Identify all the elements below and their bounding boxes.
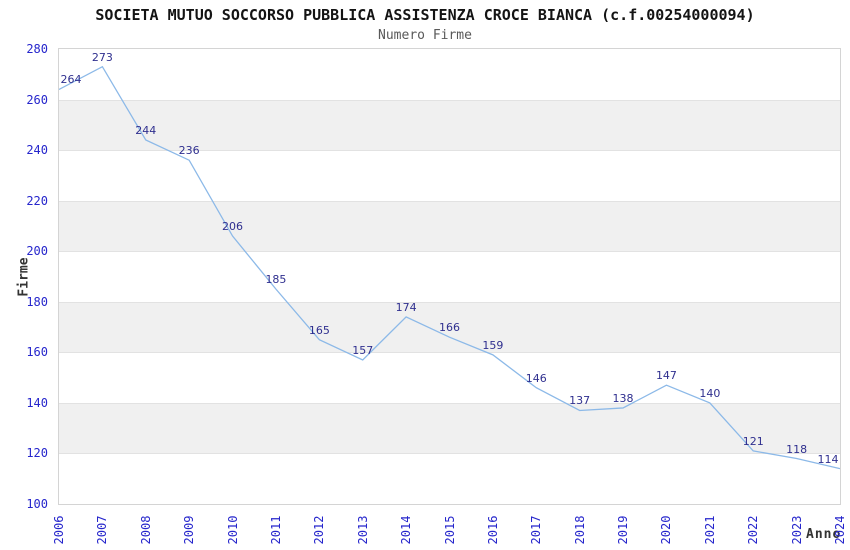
x-tick-label: 2019 [616, 515, 631, 545]
grid-band [59, 49, 840, 100]
point-label: 159 [482, 338, 504, 352]
y-axis-title: Firme [16, 257, 32, 297]
plot-area [58, 48, 841, 505]
x-tick-label: 2009 [182, 515, 197, 545]
point-label: 140 [699, 386, 721, 400]
y-tick-label: 280 [26, 42, 48, 56]
x-tick-label: 2018 [572, 515, 587, 545]
point-label: 114 [817, 452, 839, 466]
x-tick-label: 2007 [95, 515, 110, 545]
point-label: 236 [178, 144, 200, 158]
y-tick-label: 120 [26, 446, 48, 461]
point-label: 157 [352, 343, 374, 357]
y-tick-label: 140 [26, 395, 48, 410]
x-tick-label: 2010 [225, 515, 240, 545]
point-label: 166 [439, 321, 460, 335]
point-label: 165 [308, 323, 330, 337]
y-tick-label: 100 [26, 497, 48, 511]
y-tick-label: 240 [26, 143, 48, 158]
x-axis-title: Anno [806, 527, 842, 542]
point-label: 244 [135, 124, 157, 137]
x-tick-label: 2006 [52, 515, 66, 545]
point-label: 137 [569, 394, 591, 408]
point-label: 118 [786, 442, 808, 456]
x-tick-label: 2024 [833, 515, 847, 545]
point-label: 121 [742, 434, 764, 448]
grid-band [59, 453, 840, 504]
grid-band [59, 150, 840, 201]
x-tick-label: 2013 [355, 515, 370, 545]
y-tick-label: 180 [26, 294, 48, 309]
x-tick-label: 2012 [312, 515, 327, 545]
x-tick-label: 2017 [529, 515, 544, 545]
point-label: 264 [60, 73, 82, 87]
y-tick-label: 260 [26, 92, 48, 107]
x-tick-label: 2014 [399, 515, 414, 545]
x-tick-label: 2008 [138, 515, 153, 545]
point-label: 174 [395, 300, 417, 314]
chart-subtitle: Numero Firme [378, 28, 472, 43]
x-tick-label: 2021 [702, 515, 717, 545]
x-tick-label: 2023 [789, 515, 804, 545]
chart-title: SOCIETA MUTUO SOCCORSO PUBBLICA ASSISTEN… [95, 6, 755, 24]
x-tick-label: 2016 [485, 515, 500, 545]
grid-band [59, 301, 840, 353]
grid-band [59, 99, 840, 151]
x-tick-label: 2020 [659, 515, 674, 545]
x-tick-label: 2011 [268, 515, 283, 545]
point-label: 146 [525, 371, 547, 385]
point-label: 273 [91, 50, 113, 64]
grid-band [59, 402, 840, 454]
grid-band [59, 352, 840, 403]
grid-band [59, 251, 840, 302]
point-label: 138 [612, 391, 634, 405]
line-series-svg [59, 65, 840, 470]
y-tick-label: 200 [26, 244, 48, 259]
point-label: 185 [265, 273, 287, 287]
y-tick-label: 160 [26, 345, 48, 360]
x-tick-label: 2015 [442, 515, 457, 545]
point-label: 147 [655, 369, 677, 383]
y-tick-label: 220 [26, 193, 48, 208]
grid-band [59, 200, 840, 252]
x-tick-label: 2022 [746, 515, 761, 545]
point-label: 206 [222, 220, 244, 234]
series-line [59, 65, 840, 470]
